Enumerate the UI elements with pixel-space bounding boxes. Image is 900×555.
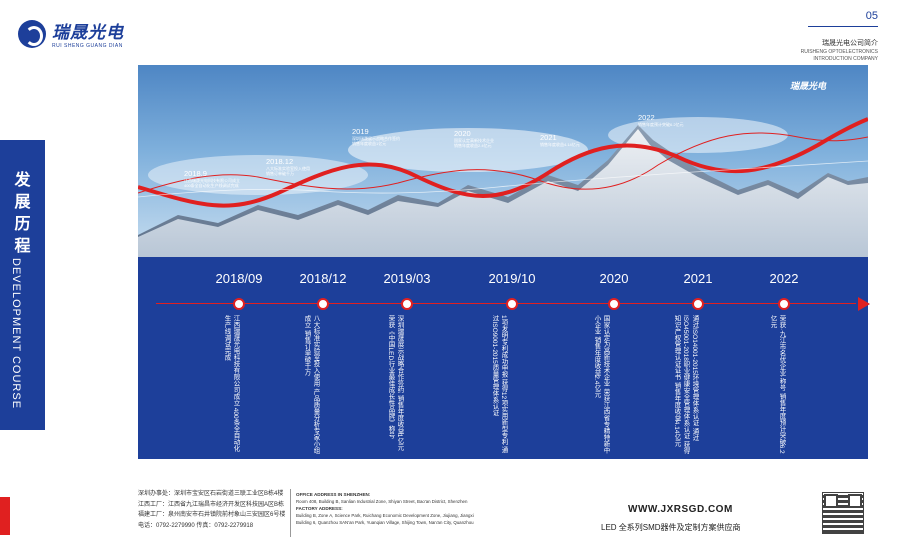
timeline-dot (692, 298, 704, 310)
hero-image: 瑞晟光电 2018.9 江西瑞晟光电科技有限公司成立 400条全自动化生产线调试… (138, 65, 868, 257)
slogan: LED 全系列SMD器件及定制方案供应商 (601, 523, 741, 532)
timeline-arrow-icon (858, 297, 870, 311)
annotation-2018-9: 2018.9 江西瑞晟光电科技有限公司成立 400条全自动化生产线调试完成 (184, 169, 240, 188)
timeline-desc: 1项发明专利成功申报 获得12项实用新型专利 通过ISO9001-2015质量管… (491, 315, 507, 453)
website-link[interactable]: WWW.JXRSGD.COM (628, 504, 733, 515)
timeline-dot (778, 298, 790, 310)
annotation-2021: 2021 销售年度收益4.14亿元 (540, 133, 580, 147)
timeline-desc: 荣获·九江市名优企业·称号 销售年度预计突破6.2亿元 (769, 315, 785, 454)
footer-divider (290, 489, 291, 537)
hero-logo: 瑞晟光电 (790, 81, 827, 91)
timeline-desc: 深圳瑞晟展示战略合作签约 销售年度收益1亿元 荣获《中国LED行业最佳成长性品牌… (387, 315, 403, 451)
timeline-year: 2019/03 (383, 271, 431, 286)
annotation-2020: 2020 国家认定高新技术企业 销售年度收益2.4亿元 (454, 129, 494, 148)
logo-icon (18, 19, 46, 48)
page-number: 05 (865, 10, 878, 22)
mountain-illustration (138, 117, 868, 257)
qr-code-icon (822, 492, 864, 534)
accent-bar (0, 497, 10, 535)
timeline-year: 2020 (599, 271, 629, 286)
timeline-desc: 国家认定为高新技术企业 荣获江西省专精特新中小企业 销售年度收益2.4亿元 (593, 315, 609, 454)
timeline-dot (317, 298, 329, 310)
section-title-cn: 发 展 历 程 (14, 172, 31, 255)
timeline-year: 2018/12 (299, 271, 347, 286)
annotation-2019: 2019 深圳瑞晟展示战略合作签约 销售年度收益1亿元 (352, 127, 400, 146)
annotation-2022: 2022 销售年度预计突破6.2亿元 (638, 113, 684, 127)
annotation-2018-12: 2018.12 八大标准实验室投入使用 销售订单破千万 (266, 157, 310, 176)
brand-name-en: RUI SHENG GUANG DIAN (52, 43, 123, 49)
timeline-dot (401, 298, 413, 310)
timeline-year: 2019/10 (488, 271, 536, 286)
company-title-en: RUISHENG OPTOELECTRONICS (800, 49, 878, 55)
footer: 深圳办事处：深圳市宝安区石岩街道三联工业区B栋4楼 江西工厂：江西省九江瑞昌市经… (138, 489, 868, 539)
header-divider (808, 26, 878, 27)
timeline-year: 2022 (769, 271, 799, 286)
company-subtitle-en: INTRODUCTION COMPANY (813, 56, 878, 62)
development-timeline: 2018/09 江西瑞晟光电科技有限公司成立 400条全自动化生产线调试完成 2… (138, 257, 870, 459)
timeline-desc: 江西瑞晟光电科技有限公司成立 400条全自动化生产线调试完成 (223, 315, 239, 452)
brand-logo: 瑞晟光电 RUI SHENG GUANG DIAN (18, 18, 124, 49)
section-title-en: DEVELOPMENT COURSE (10, 258, 22, 410)
timeline-dot (506, 298, 518, 310)
footer-contact-cn: 深圳办事处：深圳市宝安区石岩街道三联工业区B栋4楼 江西工厂：江西省九江瑞昌市经… (138, 491, 286, 529)
timeline-dot (233, 298, 245, 310)
footer-contact-en: OFFICE ADDRESS IN SHENZHEN: Room 408, Bu… (296, 492, 474, 525)
company-title-cn: 瑞晟光电公司简介 (822, 40, 878, 47)
brand-name-cn: 瑞晟光电 (52, 23, 124, 42)
timeline-dot (608, 298, 620, 310)
timeline-year: 2021 (683, 271, 713, 286)
timeline-desc: 通过ISO14001-2015环境管理体系认证 通过ISO45001-2018职… (673, 315, 698, 454)
timeline-year: 2018/09 (215, 271, 263, 286)
side-panel (0, 140, 45, 430)
timeline-desc: 八大标准实验室投入使用 产品质量分析专家小组成立 销售订单破千万 (303, 315, 319, 454)
